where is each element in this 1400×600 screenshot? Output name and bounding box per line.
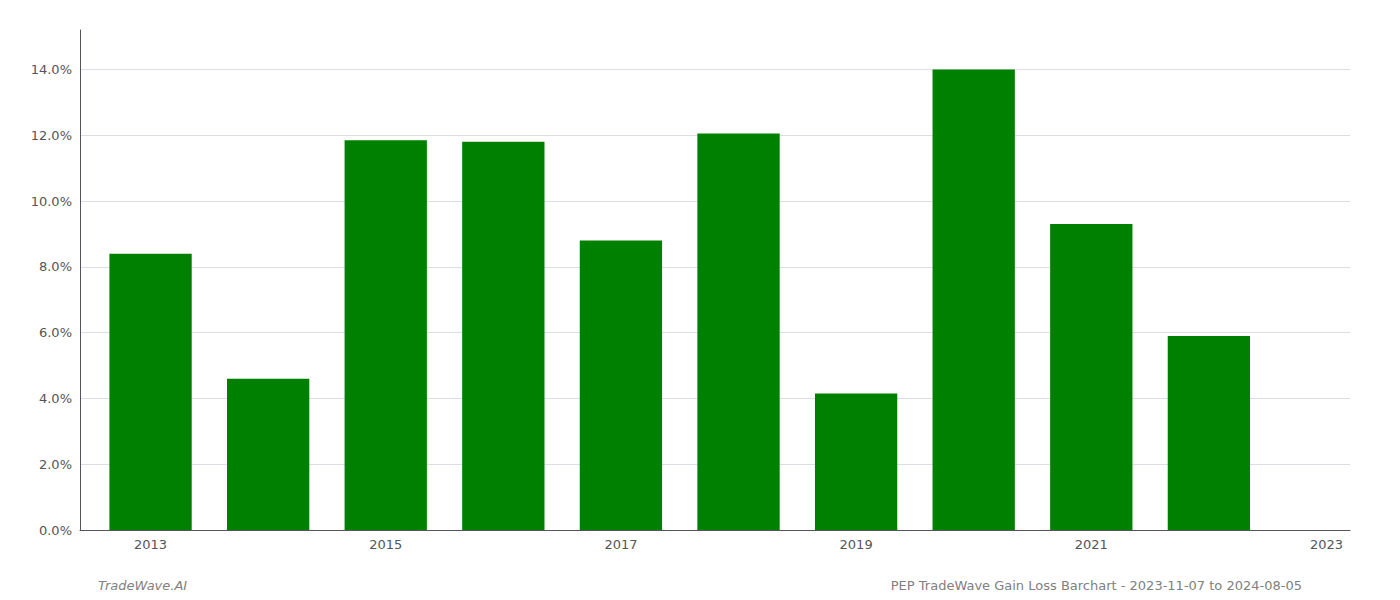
svg-text:2.0%: 2.0% [39, 457, 72, 472]
svg-text:4.0%: 4.0% [39, 391, 72, 406]
svg-text:PEP TradeWave Gain Loss Barcha: PEP TradeWave Gain Loss Barchart - 2023-… [891, 578, 1302, 593]
svg-text:2013: 2013 [134, 537, 167, 552]
svg-text:2017: 2017 [604, 537, 637, 552]
svg-text:0.0%: 0.0% [39, 523, 72, 538]
svg-text:10.0%: 10.0% [31, 194, 72, 209]
svg-text:12.0%: 12.0% [31, 128, 72, 143]
svg-text:2015: 2015 [369, 537, 402, 552]
svg-text:2019: 2019 [840, 537, 873, 552]
svg-text:8.0%: 8.0% [39, 259, 72, 274]
svg-text:2023: 2023 [1310, 537, 1343, 552]
svg-text:14.0%: 14.0% [31, 62, 72, 77]
svg-text:TradeWave.AI: TradeWave.AI [98, 578, 187, 593]
svg-text:2021: 2021 [1075, 537, 1108, 552]
svg-text:6.0%: 6.0% [39, 325, 72, 340]
